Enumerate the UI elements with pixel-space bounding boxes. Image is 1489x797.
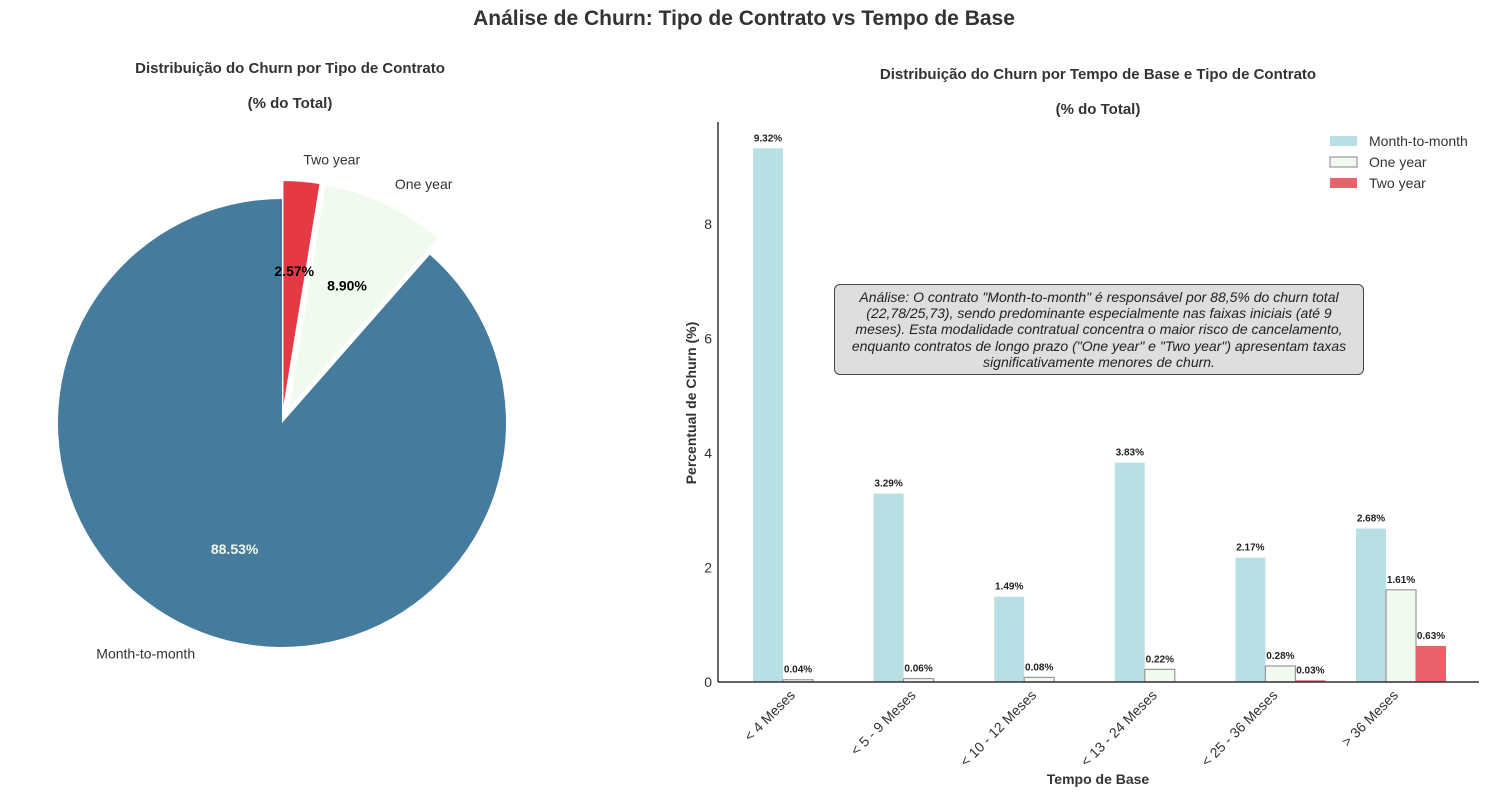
bar-month-to-month-6 bbox=[1356, 528, 1386, 682]
pie-label-one-year: One year bbox=[395, 176, 453, 192]
pie-pct-two-year: 2.57% bbox=[274, 263, 314, 279]
legend-label-month-to-month: Month-to-month bbox=[1369, 133, 1468, 149]
bar-chart: Distribuição do Churn por Tempo de Base … bbox=[683, 66, 1479, 787]
x-axis-label: Tempo de Base bbox=[1047, 771, 1150, 787]
bar-two-year-5 bbox=[1295, 680, 1326, 682]
legend: Month-to-month One year Two year bbox=[1329, 133, 1468, 191]
y-tick-label: 0 bbox=[704, 674, 712, 690]
bar-label-one-year-5: 0.28% bbox=[1266, 651, 1294, 662]
bar-two-year-6 bbox=[1416, 645, 1446, 682]
bar-month-to-month-4 bbox=[1114, 462, 1145, 682]
pie-pct-one-year: 8.90% bbox=[327, 277, 367, 293]
bar-title-line2: (% do Total) bbox=[1056, 101, 1141, 118]
pie-chart: Distribuição do Churn por Tipo de Contra… bbox=[57, 60, 506, 662]
pie-slice-month-to-month bbox=[57, 199, 506, 648]
bar-label-one-year-4: 0.22% bbox=[1146, 654, 1174, 665]
legend-swatch-two-year bbox=[1330, 178, 1357, 188]
pie-pct-month-to-month: 88.53% bbox=[211, 541, 259, 557]
figure-title: Análise de Churn: Tipo de Contrato vs Te… bbox=[473, 7, 1015, 30]
x-tick-label: < 13 - 24 Meses bbox=[1077, 687, 1160, 770]
bar-label-one-year-6: 1.61% bbox=[1387, 575, 1415, 586]
bar-label-month-to-month-4: 3.83% bbox=[1116, 448, 1144, 459]
analysis-annotation: Análise: O contrato "Month-to-month" é r… bbox=[834, 284, 1364, 375]
bar-title-line1: Distribuição do Churn por Tempo de Base … bbox=[880, 66, 1316, 83]
bar-label-month-to-month-3: 1.49% bbox=[995, 582, 1023, 593]
pie-label-month-to-month: Month-to-month bbox=[96, 646, 195, 662]
x-tick-label: < 10 - 12 Meses bbox=[957, 687, 1040, 770]
y-tick-label: 6 bbox=[704, 330, 712, 346]
bar-month-to-month-1 bbox=[753, 148, 783, 682]
pie-title-line2: (% do Total) bbox=[248, 95, 333, 112]
pie-slice-two-year bbox=[283, 181, 320, 406]
bar-label-one-year-2: 0.06% bbox=[904, 664, 932, 675]
bar-month-to-month-5 bbox=[1235, 557, 1266, 682]
bar-label-two-year-5: 0.03% bbox=[1296, 665, 1324, 676]
x-tick-label: > 36 Meses bbox=[1338, 687, 1401, 750]
pie-slice-one-year bbox=[289, 185, 438, 407]
y-tick-label: 4 bbox=[704, 445, 712, 461]
x-tick-label: < 5 - 9 Meses bbox=[847, 687, 919, 759]
legend-swatch-one-year bbox=[1329, 156, 1358, 168]
bar-one-year-6 bbox=[1385, 589, 1417, 683]
y-tick-label: 8 bbox=[704, 216, 712, 232]
bar-month-to-month-3 bbox=[994, 596, 1025, 682]
legend-label-one-year: One year bbox=[1369, 154, 1427, 170]
bar-label-month-to-month-6: 2.68% bbox=[1357, 514, 1385, 525]
x-tick-label: < 4 Meses bbox=[741, 687, 798, 744]
bar-label-two-year-6: 0.63% bbox=[1417, 631, 1445, 642]
bar-label-month-to-month-5: 2.17% bbox=[1236, 543, 1264, 554]
pie-label-two-year: Two year bbox=[303, 152, 360, 168]
y-axis-label: Percentual de Churn (%) bbox=[683, 322, 699, 485]
bar-one-year-4 bbox=[1144, 668, 1176, 683]
x-tick-label: < 25 - 36 Meses bbox=[1198, 687, 1281, 770]
legend-swatch-month-to-month bbox=[1330, 136, 1357, 146]
bar-label-month-to-month-1: 9.32% bbox=[754, 133, 782, 144]
bar-one-year-5 bbox=[1264, 665, 1297, 683]
bar-month-to-month-2 bbox=[873, 493, 904, 682]
pie-title-line1: Distribuição do Churn por Tipo de Contra… bbox=[135, 60, 445, 77]
y-tick-label: 2 bbox=[704, 559, 712, 575]
bar-label-one-year-1: 0.04% bbox=[784, 665, 812, 676]
bar-label-one-year-3: 0.08% bbox=[1025, 662, 1053, 673]
legend-label-two-year: Two year bbox=[1369, 175, 1426, 191]
bar-label-month-to-month-2: 3.29% bbox=[874, 479, 902, 490]
